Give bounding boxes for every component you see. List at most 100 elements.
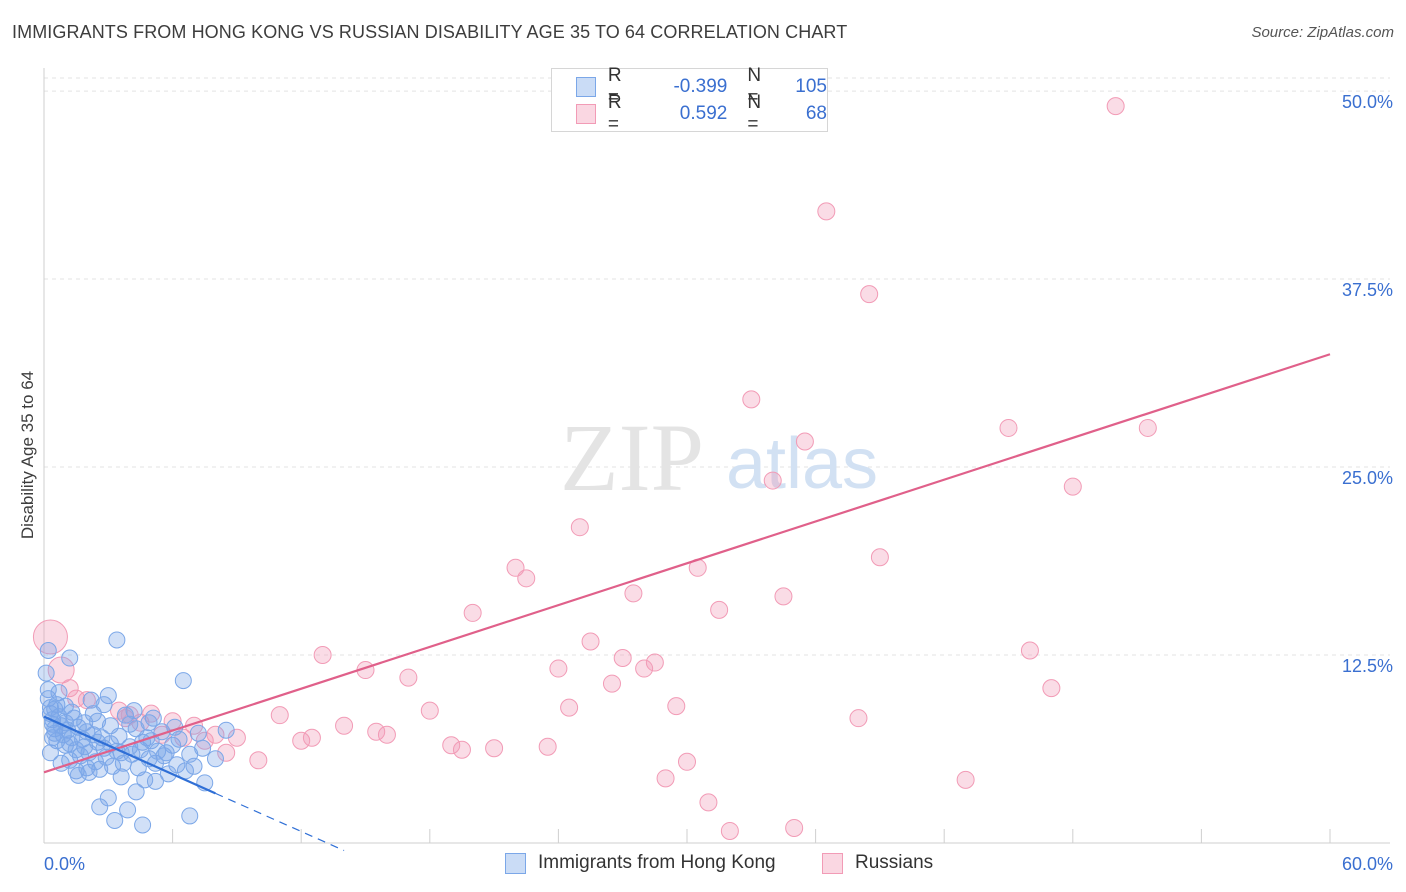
- russians-point: [335, 716, 354, 735]
- russians-point: [313, 646, 332, 665]
- series-swatch-russians: [822, 852, 843, 874]
- russians-point: [602, 674, 621, 693]
- hong-kong-point: [61, 735, 79, 753]
- hong-kong-point: [174, 672, 192, 690]
- hong-kong-point: [116, 706, 134, 724]
- russians-point: [720, 821, 739, 840]
- russians-point: [795, 432, 814, 451]
- legend-n-label: N =: [747, 92, 762, 135]
- hong-kong-point: [119, 801, 137, 819]
- russians-point: [699, 793, 718, 812]
- legend-r-value-russians: 0.592: [679, 103, 728, 124]
- russians-point: [678, 752, 696, 771]
- legend-n-label: N =: [747, 65, 762, 108]
- russians-point: [60, 679, 79, 698]
- watermark-zip: ZIP: [560, 404, 704, 511]
- x-tick-label-min: 0.0%: [44, 854, 85, 874]
- hong-kong-point: [99, 789, 117, 807]
- russians-point: [217, 743, 236, 762]
- russians-point: [47, 656, 75, 684]
- hong-kong-point: [46, 700, 64, 718]
- hong-kong-point: [108, 631, 126, 649]
- series-legend: Immigrants from Hong Kong Russians: [0, 852, 1406, 878]
- hong-kong-point: [63, 703, 81, 721]
- legend-swatch-russians: [576, 104, 596, 124]
- russians-point: [1063, 477, 1082, 496]
- russians-point: [570, 518, 589, 537]
- hong-kong-point: [121, 715, 139, 733]
- russians-point: [656, 769, 675, 788]
- y-tick-label: 25.0%: [1342, 468, 1393, 488]
- hong-kong-point: [80, 763, 98, 781]
- tick-labels: 12.5% 25.0% 37.5% 50.0% 0.0% 60.0%: [44, 92, 1393, 874]
- series-label-hong-kong: Immigrants from Hong Kong: [538, 852, 776, 873]
- russians-point: [206, 725, 225, 744]
- russians-point: [292, 731, 311, 750]
- hong-kong-point: [157, 744, 175, 762]
- hong-kong-point: [41, 744, 59, 762]
- hong-kong-point: [134, 816, 152, 834]
- legend-row-russians: R = 0.592 N = 68: [576, 92, 827, 135]
- y-tick-label: 12.5%: [1342, 656, 1393, 676]
- hong-kong-point: [125, 702, 143, 720]
- legend-swatch-hong-kong: [576, 77, 596, 97]
- correlation-legend: R = -0.399 N = 105 R = 0.592 N = 68: [551, 65, 828, 135]
- hong-kong-point: [37, 664, 55, 682]
- russians-point: [302, 728, 321, 747]
- russians-point: [377, 725, 396, 744]
- russians-point: [538, 737, 557, 756]
- hong-kong-point: [95, 696, 113, 714]
- axes: [43, 68, 1390, 844]
- trend-lines: [43, 353, 1331, 852]
- hong-kong-point: [140, 714, 158, 732]
- russians-point: [849, 709, 868, 728]
- hong-kong-point: [112, 768, 130, 786]
- watermark: ZIP atlas: [560, 404, 878, 511]
- russians-point: [999, 418, 1018, 437]
- watermark-atlas: atlas: [726, 424, 878, 504]
- hong-kong-point: [136, 771, 154, 789]
- russians-point: [485, 739, 504, 758]
- russians-point: [1138, 418, 1157, 437]
- russians-trend-line: [43, 353, 1331, 774]
- series-legend-russians[interactable]: Russians: [822, 852, 933, 874]
- russians-point: [817, 202, 836, 221]
- russians-point: [420, 701, 439, 720]
- hong-kong-point: [217, 721, 235, 739]
- hong-kong-point: [106, 811, 124, 829]
- russians-point: [785, 818, 804, 837]
- russians-point: [624, 584, 643, 603]
- hong-kong-points: [37, 631, 235, 834]
- russians-point: [560, 698, 579, 717]
- russians-point: [270, 706, 289, 725]
- legend-r-value-hong-kong: -0.399: [673, 76, 728, 97]
- legend-row-hong-kong: R = -0.399 N = 105: [576, 65, 827, 108]
- hong-kong-point: [39, 681, 57, 699]
- russians-point: [367, 722, 386, 741]
- series-label-russians: Russians: [855, 852, 934, 873]
- russians-point: [667, 697, 686, 716]
- russians-point: [710, 600, 729, 619]
- hong-kong-trend-extension: [215, 792, 345, 852]
- russians-point: [549, 659, 568, 678]
- series-swatch-hong-kong: [505, 852, 526, 874]
- legend-n-value-russians: 68: [805, 103, 827, 124]
- hong-kong-point: [127, 783, 145, 801]
- hong-kong-point: [146, 772, 164, 790]
- hong-kong-point: [206, 750, 224, 768]
- russians-point: [763, 471, 782, 490]
- russians-point: [613, 649, 632, 668]
- russians-point: [774, 587, 793, 606]
- series-legend-hong-kong[interactable]: Immigrants from Hong Kong: [505, 852, 776, 874]
- russians-point: [249, 751, 268, 770]
- x-tick-label-max: 60.0%: [1342, 854, 1393, 874]
- source-label: Source: ZipAtlas.com: [1251, 24, 1394, 41]
- legend-r-label: R =: [607, 65, 622, 108]
- hong-kong-point: [76, 738, 94, 756]
- russians-point: [581, 632, 600, 651]
- hong-kong-point: [168, 756, 186, 774]
- grid-lines: [44, 77, 1390, 656]
- russians-point: [870, 548, 889, 567]
- hong-kong-point: [39, 642, 57, 660]
